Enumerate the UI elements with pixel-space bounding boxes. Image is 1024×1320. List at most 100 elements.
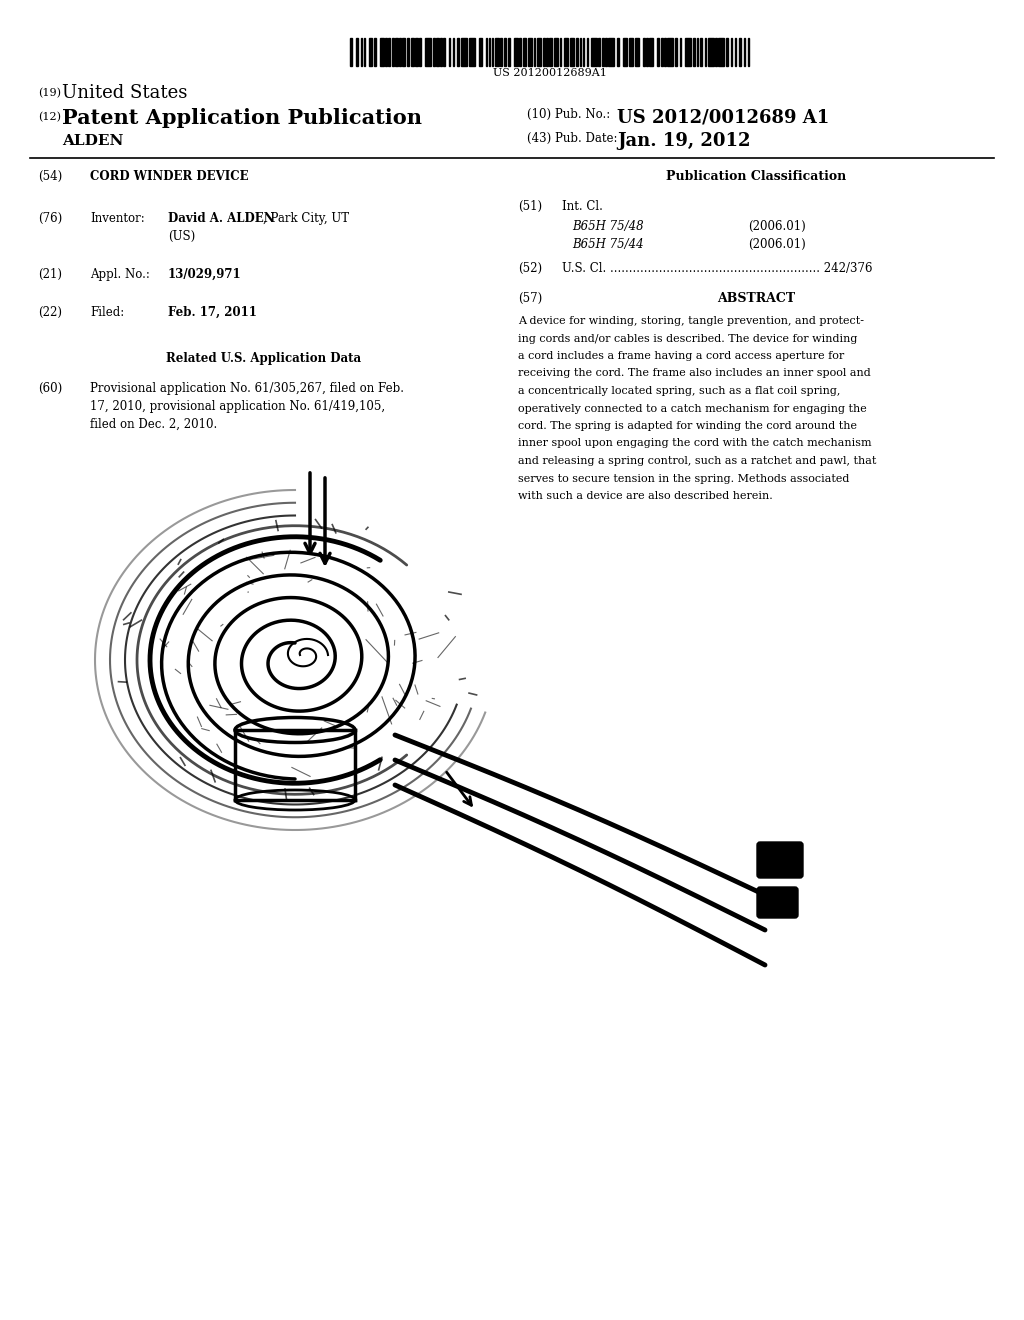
Bar [461, 38, 467, 66]
Bar [519, 38, 520, 66]
Bar [667, 38, 673, 66]
Text: Related U.S. Application Data: Related U.S. Application Data [167, 352, 361, 366]
Text: , Park City, UT: , Park City, UT [263, 213, 349, 224]
Text: ALDEN: ALDEN [62, 135, 123, 148]
Bar [743, 38, 745, 66]
Bar [559, 38, 561, 66]
Bar [635, 38, 639, 66]
Bar [587, 38, 588, 66]
Text: and releasing a spring control, such as a ratchet and pawl, that: and releasing a spring control, such as … [518, 455, 877, 466]
Bar [699, 38, 702, 66]
Bar [623, 38, 627, 66]
Bar [534, 38, 535, 66]
Bar [715, 38, 717, 66]
Text: (2006.01): (2006.01) [748, 238, 806, 251]
Bar [680, 38, 681, 66]
Text: (10) Pub. No.:: (10) Pub. No.: [527, 108, 610, 121]
Bar [479, 38, 481, 66]
Bar [575, 38, 578, 66]
Bar [602, 38, 603, 66]
Text: (51): (51) [518, 201, 542, 213]
Bar [580, 38, 581, 66]
Bar [675, 38, 677, 66]
Text: (2006.01): (2006.01) [748, 220, 806, 234]
Bar [608, 38, 614, 66]
Bar [355, 38, 358, 66]
Bar [646, 38, 647, 66]
Bar [696, 38, 698, 66]
Bar [440, 38, 441, 66]
Bar [554, 38, 558, 66]
Bar [395, 38, 397, 66]
Text: (US): (US) [168, 230, 196, 243]
Bar [469, 38, 475, 66]
Bar [436, 38, 438, 66]
Bar [419, 38, 421, 66]
Text: Publication Classification: Publication Classification [666, 170, 846, 183]
Text: a cord includes a frame having a cord access aperture for: a cord includes a frame having a cord ac… [518, 351, 844, 360]
Text: (60): (60) [38, 381, 62, 395]
Bar [563, 38, 567, 66]
Bar [411, 38, 414, 66]
Bar [570, 38, 574, 66]
Bar [369, 38, 372, 66]
Bar [500, 38, 502, 66]
Text: United States: United States [62, 84, 187, 102]
Bar [616, 38, 618, 66]
Bar [629, 38, 633, 66]
Text: (19): (19) [38, 88, 61, 98]
Text: Int. Cl.: Int. Cl. [562, 201, 603, 213]
Bar [495, 38, 499, 66]
Text: Inventor:: Inventor: [90, 213, 144, 224]
Bar [598, 38, 599, 66]
Bar [388, 38, 389, 66]
Bar [643, 38, 644, 66]
Text: receiving the cord. The frame also includes an inner spool and: receiving the cord. The frame also inclu… [518, 368, 870, 379]
Bar [380, 38, 384, 66]
Text: Provisional application No. 61/305,267, filed on Feb.: Provisional application No. 61/305,267, … [90, 381, 404, 395]
Bar [433, 38, 434, 66]
Text: ABSTRACT: ABSTRACT [717, 292, 795, 305]
Text: (12): (12) [38, 112, 61, 123]
Text: Feb. 17, 2011: Feb. 17, 2011 [168, 306, 257, 319]
Text: (22): (22) [38, 306, 62, 319]
Text: Appl. No.:: Appl. No.: [90, 268, 150, 281]
Bar [734, 38, 736, 66]
Bar [748, 38, 749, 66]
Bar [664, 38, 666, 66]
Bar [488, 38, 490, 66]
Text: with such a device are also described herein.: with such a device are also described he… [518, 491, 773, 502]
Bar [649, 38, 653, 66]
Text: US 20120012689A1: US 20120012689A1 [494, 69, 607, 78]
Bar [730, 38, 732, 66]
Bar [583, 38, 584, 66]
Bar [385, 38, 386, 66]
Bar [407, 38, 409, 66]
Text: (21): (21) [38, 268, 62, 281]
Bar [425, 38, 430, 66]
Text: B65H 75/48: B65H 75/48 [572, 220, 644, 234]
Text: (57): (57) [518, 292, 543, 305]
Bar [657, 38, 658, 66]
FancyBboxPatch shape [757, 887, 798, 917]
Bar [692, 38, 695, 66]
Text: Jan. 19, 2012: Jan. 19, 2012 [617, 132, 751, 150]
Bar [504, 38, 506, 66]
Text: U.S. Cl. ........................................................ 242/376: U.S. Cl. ...............................… [562, 261, 872, 275]
Bar [705, 38, 706, 66]
Text: 17, 2010, provisional application No. 61/419,105,: 17, 2010, provisional application No. 61… [90, 400, 385, 413]
Text: cord. The spring is adapted for winding the cord around the: cord. The spring is adapted for winding … [518, 421, 857, 432]
Text: (52): (52) [518, 261, 542, 275]
Bar [605, 38, 606, 66]
Text: ing cords and/or cables is described. The device for winding: ing cords and/or cables is described. Th… [518, 334, 857, 343]
Bar [546, 38, 548, 66]
Text: CORD WINDER DEVICE: CORD WINDER DEVICE [90, 170, 249, 183]
FancyBboxPatch shape [757, 842, 803, 878]
Bar [708, 38, 714, 66]
Bar [513, 38, 517, 66]
Bar [443, 38, 444, 66]
Text: inner spool upon engaging the cord with the catch mechanism: inner spool upon engaging the cord with … [518, 438, 871, 449]
Bar [492, 38, 493, 66]
Bar [718, 38, 724, 66]
Text: a concentrically located spring, such as a flat coil spring,: a concentrically located spring, such as… [518, 385, 841, 396]
